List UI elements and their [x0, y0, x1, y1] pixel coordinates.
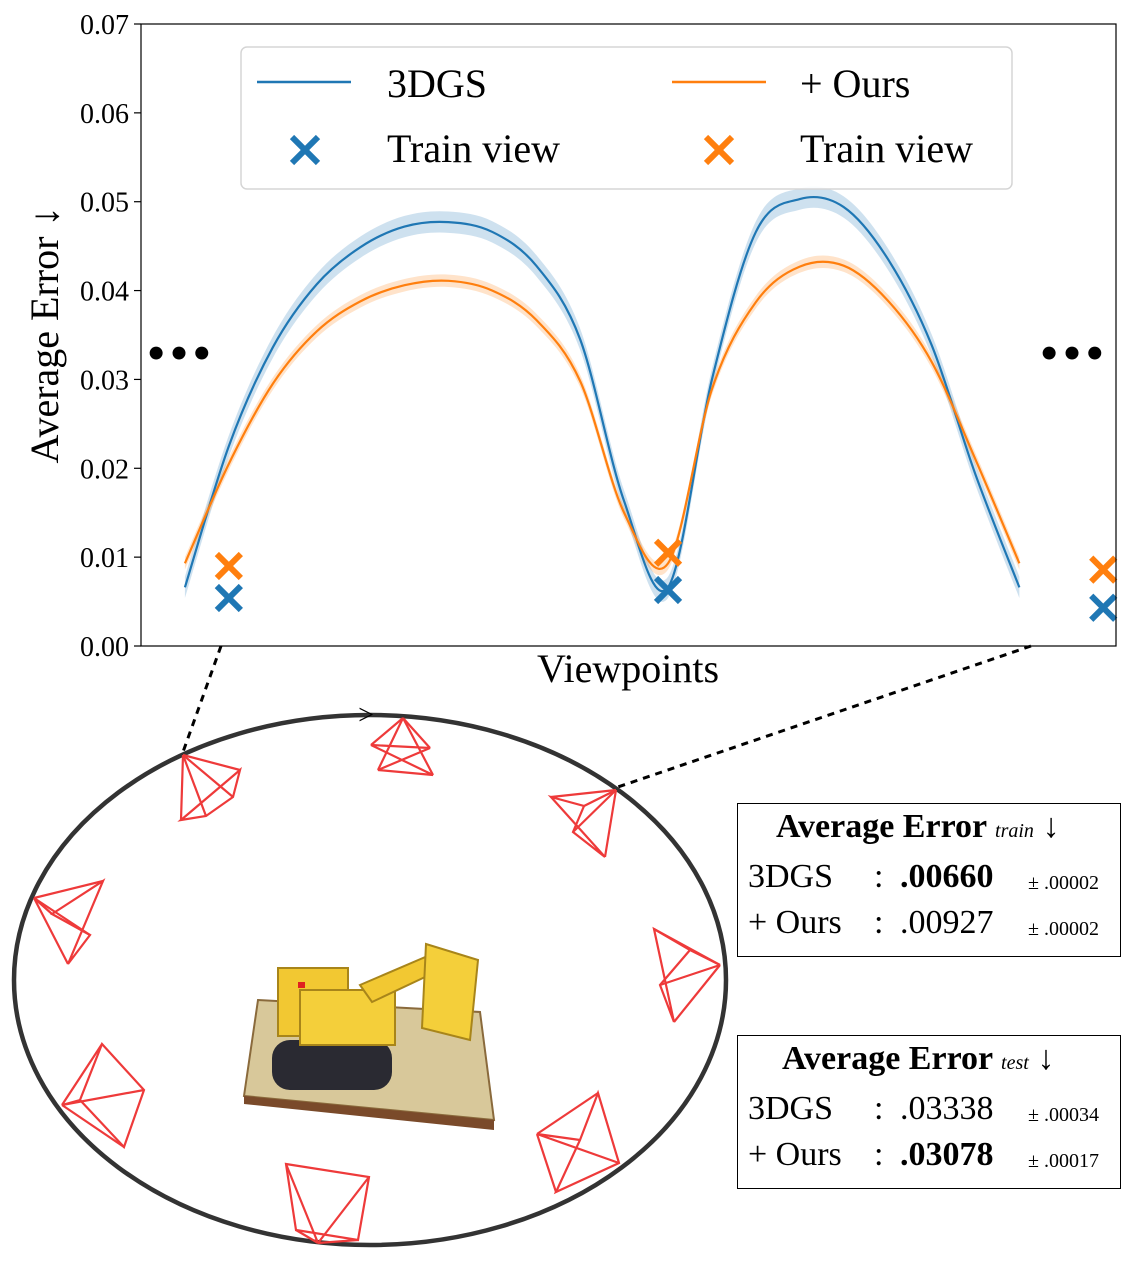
x-axis-label: Viewpoints: [537, 646, 719, 691]
test-stats-arrow: ↓: [1037, 1040, 1055, 1077]
y-tick-label: 0.04: [80, 277, 129, 308]
y-tick-label: 0.01: [80, 543, 129, 574]
legend-marker-ours-train: [703, 134, 735, 166]
test-row-ours: + Ours : .03078 ± .00017: [748, 1136, 1118, 1174]
connector-left: [181, 645, 223, 753]
ellipsis-right: •••: [1041, 327, 1109, 380]
camera-orbit-diagram: >: [11, 700, 729, 1248]
legend-box: [240, 46, 1013, 190]
legend-label-3dgs: 3DGS: [387, 61, 487, 106]
series-lines: [183, 196, 1021, 592]
train-stats-subscript: train: [995, 820, 1034, 842]
plot-frame: [140, 23, 1117, 647]
row-std: ± .00017: [1028, 1150, 1099, 1172]
row-label: 3DGS: [748, 858, 834, 895]
y-tick-label: 0.00: [80, 632, 129, 663]
test-stats-box: Average Error test ↓ 3DGS : .03338 ± .00…: [737, 1035, 1121, 1189]
train-view-marker: [1089, 593, 1118, 622]
line-chart: 0.00 0.01 0.02 0.03 0.04 0.05 0.06 0.07 Viewpoi…: [22, 10, 1118, 691]
row-std: ± .00002: [1028, 872, 1099, 894]
camera-frustum-icon: [652, 926, 721, 1023]
row-value: .03078: [900, 1136, 994, 1173]
y-axis: 0.00 0.01 0.02 0.03 0.04 0.05 0.06 0.07: [80, 10, 141, 663]
camera-frustum-icon: [535, 1089, 621, 1195]
row-std: ± .00002: [1028, 918, 1099, 940]
row-value: .00927: [900, 904, 994, 941]
legend: 3DGS + Ours Train view Train view: [240, 46, 1013, 190]
train-stats-box: Average Error train ↓ 3DGS : .00660 ± .0…: [737, 803, 1121, 957]
y-tick-label: 0.03: [80, 365, 129, 396]
row-sep: :: [874, 858, 884, 895]
legend-label-ours: + Ours: [800, 61, 910, 106]
orbit-direction-arrow: >: [358, 700, 374, 731]
camera-frustum-icon: [33, 878, 106, 965]
train-view-marker: [214, 551, 243, 581]
row-sep: :: [874, 1136, 884, 1173]
row-value: .00660: [900, 858, 994, 895]
test-stats-title-text: Average Error: [782, 1040, 993, 1077]
test-stats-title: Average Error test ↓: [782, 1040, 1054, 1078]
y-tick-label: 0.07: [80, 10, 129, 41]
y-tick-label: 0.02: [80, 454, 129, 485]
legend-label-3dgs-train: Train view: [387, 126, 560, 171]
camera-frustums: [33, 717, 721, 1245]
row-sep: :: [874, 1090, 884, 1127]
train-stats-title-text: Average Error: [776, 808, 987, 845]
train-view-marker: [1089, 555, 1118, 584]
camera-frustum-icon: [177, 753, 242, 822]
train-stats-arrow: ↓: [1042, 808, 1060, 845]
legend-label-ours-train: Train view: [800, 126, 973, 171]
train-view-markers: [214, 538, 1118, 622]
scene-object: [242, 942, 496, 1130]
row-label: + Ours: [748, 1136, 842, 1173]
ellipsis-left: •••: [148, 327, 216, 380]
test-stats-subscript: test: [1001, 1052, 1029, 1074]
train-stats-title: Average Error train ↓: [776, 808, 1059, 846]
train-row-ours: + Ours : .00927 ± .00002: [748, 904, 1118, 942]
y-tick-label: 0.06: [80, 99, 129, 130]
camera-frustum-icon: [547, 788, 618, 858]
orbit-ellipse: [11, 712, 729, 1248]
test-row-3dgs: 3DGS : .03338 ± .00034: [748, 1090, 1118, 1128]
series-line-0: [183, 196, 1021, 592]
std-band-0: [184, 186, 1020, 602]
connector-right: [614, 644, 1032, 790]
y-axis-label: Average Error ↓: [22, 207, 67, 464]
train-view-marker: [653, 575, 683, 605]
camera-frustum-icon: [370, 717, 434, 777]
series-line-1: [183, 260, 1021, 570]
y-tick-label: 0.05: [80, 188, 129, 219]
std-bands: [184, 186, 1020, 602]
row-sep: :: [874, 904, 884, 941]
row-label: + Ours: [748, 904, 842, 941]
row-label: 3DGS: [748, 1090, 834, 1127]
row-std: ± .00034: [1028, 1104, 1099, 1126]
camera-frustum-icon: [61, 1041, 146, 1150]
train-view-marker: [214, 583, 243, 613]
camera-frustum-icon: [284, 1162, 371, 1245]
row-value: .03338: [900, 1090, 994, 1127]
train-row-3dgs: 3DGS : .00660 ± .00002: [748, 858, 1118, 896]
legend-marker-3dgs-train: [289, 134, 321, 166]
train-view-marker: [653, 538, 683, 567]
